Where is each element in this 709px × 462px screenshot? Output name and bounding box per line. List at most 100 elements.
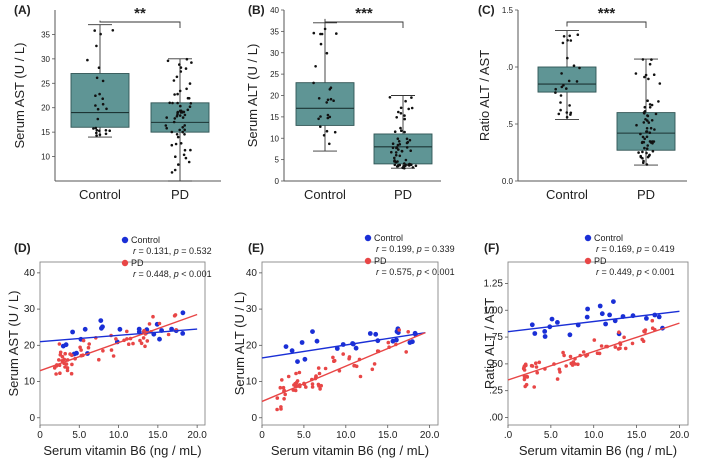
data-point — [569, 113, 572, 116]
x-tick-label: 5.0 — [297, 430, 311, 441]
data-point — [94, 126, 98, 130]
legend-marker — [364, 257, 372, 265]
data-point-control — [157, 336, 162, 342]
legend-marker — [121, 236, 129, 244]
data-point-pd — [293, 388, 298, 393]
data-point — [105, 107, 108, 111]
panel-label: (F) — [484, 241, 499, 255]
data-point — [95, 128, 99, 132]
y-tick-label: 20 — [24, 340, 36, 351]
data-point — [647, 154, 651, 158]
data-point-pd — [79, 348, 83, 352]
data-point — [637, 151, 640, 154]
data-point — [407, 107, 411, 111]
data-point-pd — [397, 328, 402, 332]
data-point-control — [70, 329, 75, 335]
stat-part: r — [133, 269, 137, 279]
data-point-pd — [332, 359, 336, 364]
data-point-pd — [172, 314, 177, 318]
data-point-pd — [70, 362, 74, 367]
data-point — [560, 85, 564, 89]
data-point — [644, 73, 648, 77]
data-point — [173, 93, 176, 96]
significance-stars: ** — [134, 5, 146, 22]
data-point-pd — [323, 366, 328, 371]
legend-stat: r = 0.449, p < 0.001 — [596, 267, 675, 277]
panel-label: (E) — [248, 241, 264, 255]
data-point — [333, 130, 337, 134]
y-axis-label: Serum ALT (U / L) — [232, 292, 247, 396]
data-point — [649, 141, 653, 144]
data-point — [410, 96, 413, 99]
data-point-control — [283, 344, 289, 349]
data-point — [176, 110, 180, 114]
data-point — [176, 135, 180, 139]
data-point-pd — [283, 392, 288, 397]
box-pd — [150, 57, 210, 182]
fit-line-control — [507, 310, 680, 333]
data-point-control — [367, 331, 373, 336]
data-point — [170, 130, 174, 134]
stat-part: < 0.001 — [642, 267, 675, 277]
data-point — [643, 112, 646, 115]
data-point — [312, 31, 316, 35]
data-point-pd — [86, 345, 91, 350]
data-point — [182, 153, 186, 157]
data-point-pd — [613, 345, 618, 349]
data-point-control — [611, 299, 616, 304]
data-point — [404, 158, 408, 162]
data-point-control — [289, 348, 295, 354]
legend-label: PD — [131, 258, 144, 268]
data-point — [319, 125, 322, 128]
data-point-pd — [650, 326, 655, 331]
data-point-pd — [65, 366, 70, 370]
data-point-pd — [641, 339, 646, 344]
legend-label: Control — [594, 233, 623, 243]
data-point-pd — [534, 361, 538, 366]
data-point — [645, 163, 649, 166]
fit-line-control — [261, 331, 426, 359]
data-point-pd — [63, 351, 67, 356]
data-point-pd — [523, 384, 527, 389]
fit-line-control — [39, 328, 198, 343]
data-point — [400, 129, 403, 132]
data-point — [395, 146, 398, 150]
data-point — [96, 117, 100, 121]
stat-part: p — [636, 267, 642, 277]
significance-bracket — [324, 18, 404, 28]
data-point-control — [567, 332, 573, 338]
y-axis-label: Serum ALT (U / L) — [245, 44, 260, 148]
x-tick-label: 20.0 — [187, 430, 207, 441]
data-point — [170, 143, 174, 147]
data-point — [569, 39, 573, 42]
data-point — [399, 126, 402, 130]
box-pd — [616, 58, 676, 166]
data-point-control — [63, 342, 69, 348]
data-point — [335, 32, 338, 35]
fit-line-pd — [39, 313, 198, 372]
data-point — [560, 72, 563, 75]
data-point — [328, 88, 332, 91]
data-point — [179, 66, 183, 69]
box-pd — [373, 95, 433, 170]
data-point — [565, 115, 569, 119]
data-point-pd — [57, 342, 62, 346]
data-point-pd — [147, 322, 152, 326]
data-point-pd — [286, 374, 291, 379]
y-tick-label: 0 — [251, 413, 257, 424]
stat-part: < 0.001 — [179, 269, 212, 279]
y-tick-label: 20 — [270, 92, 279, 101]
data-point — [189, 102, 193, 105]
data-point — [567, 79, 571, 83]
data-point — [173, 168, 177, 172]
data-point — [565, 87, 568, 90]
data-point-pd — [81, 338, 86, 343]
data-point — [98, 129, 101, 133]
box-panel-a: 10 15 20 25 30 35 (A) Serum AST (U / L) Control P… — [12, 3, 221, 202]
data-point-pd — [522, 377, 527, 382]
data-point — [317, 117, 320, 121]
data-point — [165, 126, 168, 130]
data-point — [190, 61, 193, 64]
data-point-control — [584, 314, 590, 320]
